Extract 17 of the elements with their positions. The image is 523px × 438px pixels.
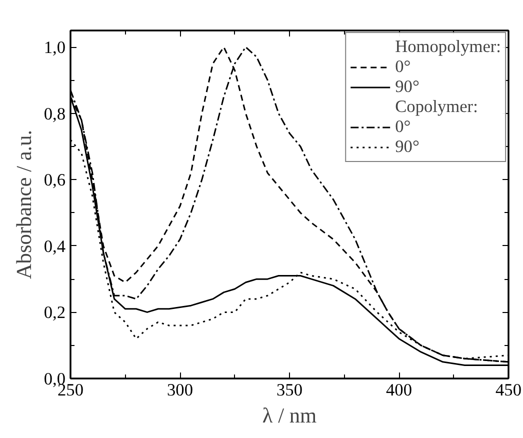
y-tick-label: 0,4 bbox=[44, 236, 66, 256]
annotation: Copolymer: bbox=[395, 97, 478, 117]
y-axis-title: Absorbance / a.u. bbox=[12, 130, 36, 280]
x-tick-label: 300 bbox=[167, 380, 194, 400]
y-tick-label: 0,2 bbox=[44, 303, 66, 322]
x-tick-label: 450 bbox=[496, 380, 522, 400]
legend-label: 90° bbox=[395, 137, 420, 157]
x-tick-label: 350 bbox=[276, 380, 303, 400]
legend-label: 0° bbox=[395, 57, 412, 77]
annotation: Homopolymer: bbox=[395, 37, 501, 57]
x-axis-title: λ / nm bbox=[262, 404, 318, 428]
x-tick-label: 400 bbox=[386, 380, 412, 400]
legend-label: 0° bbox=[395, 117, 412, 137]
y-tick-label: 0,6 bbox=[44, 170, 66, 190]
legend-label: 90° bbox=[395, 77, 420, 97]
y-tick-label: 0,8 bbox=[44, 104, 66, 124]
y-tick-label: 1,0 bbox=[44, 38, 66, 58]
